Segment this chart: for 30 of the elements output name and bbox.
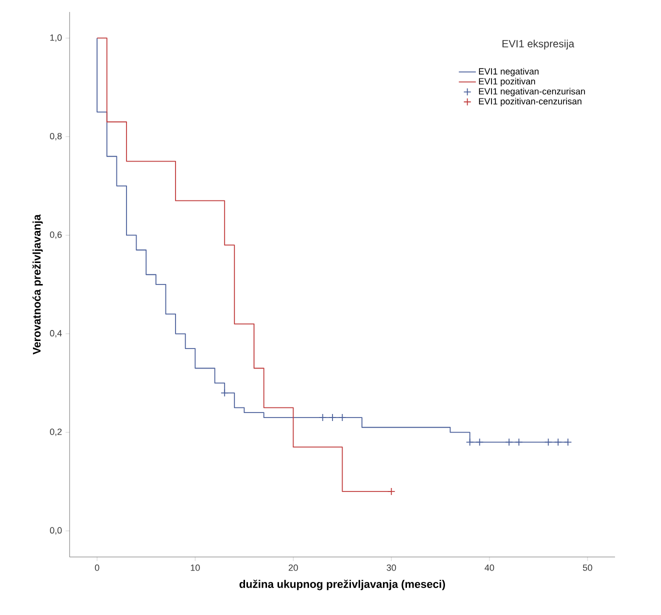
legend-label: EVI1 pozitivan: [479, 78, 536, 86]
legend-label: EVI1 pozitivan-cenzurisan: [479, 98, 582, 106]
point: [476, 438, 484, 446]
point: [544, 438, 552, 446]
x-tick-label: 50: [582, 564, 592, 571]
point: [466, 438, 474, 446]
x-tick-label: 40: [484, 564, 494, 571]
x-tick-label: 0: [94, 564, 100, 571]
x-tick-label: 10: [190, 564, 200, 571]
point: [554, 438, 562, 446]
x-axis-title: dužina ukupnog preživljavanja (meseci): [240, 580, 445, 590]
x-tick-label: 30: [386, 564, 396, 571]
legend-label: EVI1 negativan: [479, 68, 539, 76]
x-tick-label: 20: [288, 564, 298, 571]
point: [318, 414, 327, 422]
y-axis-title: Verovatnoća preživljavanja: [32, 214, 43, 354]
point: [220, 388, 229, 397]
y-tick-label: 0,0: [50, 527, 62, 535]
y-tick-label: 1,0: [50, 34, 62, 42]
y-tick-label: 0,6: [50, 232, 62, 239]
y-tick-label: 0,8: [50, 132, 62, 140]
point: [387, 488, 396, 496]
legend-title: EVI1 ekspresija: [502, 40, 574, 50]
point: [514, 438, 523, 446]
point: [564, 438, 572, 446]
legend-label: EVI1 negativan-cenzurisan: [479, 88, 585, 96]
point: [505, 438, 514, 446]
y-tick-label: 0,2: [50, 428, 62, 436]
point: [338, 414, 346, 422]
y-tick-label: 0,4: [50, 330, 62, 338]
